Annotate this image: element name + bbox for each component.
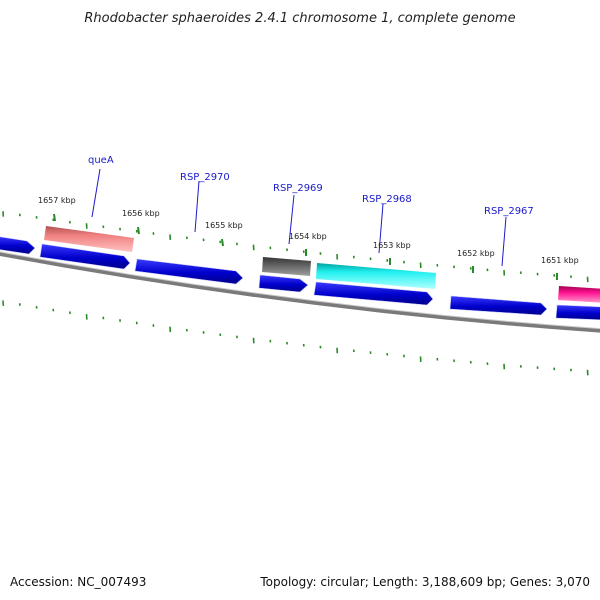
accession-text: Accession: NC_007493 xyxy=(10,575,146,589)
tick-label: 1655 kbp xyxy=(205,221,243,230)
gene-block-queA xyxy=(44,226,134,252)
cds-arrow xyxy=(0,236,36,255)
cds-arrow xyxy=(134,258,244,285)
map-title: Rhodobacter sphaeroides 2.4.1 chromosome… xyxy=(84,11,515,26)
tick-label: 1654 kbp xyxy=(289,232,327,241)
scale-ticks: 1657 kbp 1656 kbp 1655 kbp 1654 kbp 1653… xyxy=(38,196,579,280)
gene-label-queA[interactable]: queA xyxy=(88,155,114,166)
major-tick xyxy=(137,226,140,235)
leader-line xyxy=(194,180,200,233)
inner-tick-ring xyxy=(2,300,589,376)
cds-arrow xyxy=(313,281,434,306)
gene-labels: queA RSP_2970 RSP_2969 RSP_2968 RSP_2967 xyxy=(88,155,534,267)
gene-label-RSP_2968[interactable]: RSP_2968 xyxy=(362,194,412,205)
cds-arrow xyxy=(39,243,131,270)
cds-track xyxy=(0,236,600,321)
outer-tick-ring xyxy=(2,211,589,283)
tick-label: 1657 kbp xyxy=(38,196,76,205)
major-tick xyxy=(221,238,224,247)
tick-label: 1656 kbp xyxy=(122,209,160,218)
cds-arrow xyxy=(555,304,600,321)
chromosome-backbone xyxy=(0,251,600,333)
gene-block-RSP_2968 xyxy=(316,263,436,289)
gene-block-RSP_2969 xyxy=(262,257,311,276)
leader-line xyxy=(378,203,384,254)
cds-arrow xyxy=(449,295,548,316)
chromosome-backbone-highlight xyxy=(0,251,600,330)
leader-line xyxy=(501,216,507,267)
cds-arrow xyxy=(258,274,309,293)
leader-line xyxy=(288,194,295,245)
tick-label: 1651 kbp xyxy=(541,256,579,265)
gene-label-RSP_2969[interactable]: RSP_2969 xyxy=(273,183,323,194)
tick-label: 1652 kbp xyxy=(457,249,495,258)
genome-summary-text: Topology: circular; Length: 3,188,609 bp… xyxy=(259,575,590,589)
gene-label-RSP_2967[interactable]: RSP_2967 xyxy=(484,206,534,217)
major-tick xyxy=(53,213,56,222)
gene-track xyxy=(44,226,600,303)
gene-block-right xyxy=(558,286,600,303)
tick-label: 1653 kbp xyxy=(373,241,411,250)
leader-line xyxy=(91,168,101,218)
gene-label-RSP_2970[interactable]: RSP_2970 xyxy=(180,172,230,183)
